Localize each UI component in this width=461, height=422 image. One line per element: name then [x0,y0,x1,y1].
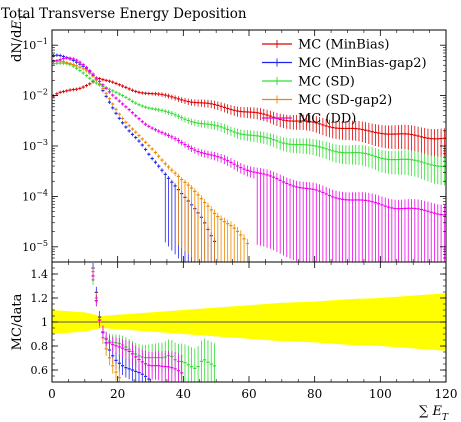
y-tick-label-top: 10−5 [22,239,48,254]
series-mc-sd-gap2 [52,59,249,262]
legend-label: MC (DD) [298,112,356,127]
x-tick-label: 20 [110,387,125,401]
y-tick-label-bottom: 1.2 [31,292,49,305]
y-tick-label-top: 10−4 [22,188,48,203]
legend-label: MC (SD) [298,75,355,90]
top-panel-series [52,53,446,262]
x-tick-label: 40 [176,387,191,401]
axes: 0 20 40 60 80 100 120 10−1 10−2 10−3 10−4 10−5 0.6 0.… [22,29,458,401]
legend-label: MC (MinBias-gap2) [298,56,427,71]
x-tick-label: 80 [307,387,322,401]
y-axis-label-bottom: MC/data [10,293,25,350]
x-tick-label: 0 [48,387,56,401]
y-tick-label-top: 10−1 [22,37,48,52]
ratio-uncertainty-band [52,293,446,351]
x-tick-label: 120 [435,387,458,401]
y-tick-label-bottom: 1.4 [31,268,49,281]
x-tick-label: 60 [241,387,256,401]
x-axis-label: ∑ ET [419,404,449,422]
x-tick-label: 100 [369,387,392,401]
y-tick-label-bottom: 0.8 [31,340,49,353]
y-tick-label-bottom: 1 [41,316,48,329]
y-tick-label-top: 10−3 [22,138,48,153]
y-tick-label-bottom: 0.6 [31,364,49,377]
ratio-series-mc-dd [91,270,184,382]
y-axis-label-top: dN/dET [10,13,29,62]
series-mc-minbias [52,76,446,158]
bottom-panel-series [91,262,217,382]
y-tick-label-top: 10−2 [22,88,48,103]
chart-title: Total Transverse Energy Deposition [1,6,247,22]
legend: MC (MinBias) MC (MinBias-gap2) MC (SD) MC (… [262,38,427,127]
series-mc-dd [52,56,446,262]
legend-label: MC (SD-gap2) [298,93,392,108]
series-mc-sd [52,61,446,186]
legend-label: MC (MinBias) [298,38,390,53]
